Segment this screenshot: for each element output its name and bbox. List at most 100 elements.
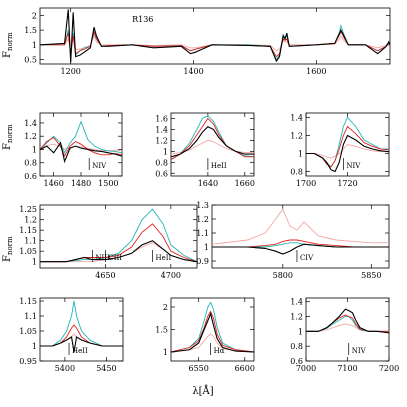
- x-tick-label: 7100: [337, 364, 357, 373]
- y-tick-label: 1.4: [290, 298, 303, 307]
- y-tick-label: 1.2: [24, 216, 37, 225]
- series-line-red: [171, 310, 254, 353]
- line-annotation: CIII: [108, 254, 122, 262]
- series-line-pink: [171, 333, 254, 353]
- y-tick-label: 0.8: [290, 168, 303, 177]
- y-tick-label: 0.6: [155, 169, 168, 178]
- x-tick-label: 5400: [55, 364, 75, 373]
- x-tick-label: 1700: [296, 179, 316, 188]
- y-tick-label: 0.5: [24, 56, 37, 65]
- panel-civ5808: 5800 5850 0.9 1 1.1 1.2 1.3 CIV: [196, 201, 390, 280]
- panel-heii1640: 1640 1660 0.6 0.8 1 1.2 1.4 1.6 HeII: [155, 112, 255, 188]
- y-tick-label: 1.15: [19, 297, 37, 306]
- y-tick-label: 1.25: [19, 205, 37, 214]
- y-tick-label: 1.4: [155, 125, 168, 134]
- x-tick-label: 1720: [337, 179, 357, 188]
- y-tick-label: 1.6: [155, 114, 168, 123]
- y-tick-label: 0.8: [155, 158, 168, 167]
- series-line-cyan: [171, 301, 254, 353]
- figure-ylabel-row1: Fnorm: [2, 32, 14, 58]
- y-tick-label: 1: [163, 147, 168, 156]
- y-tick-label: 1: [32, 41, 37, 50]
- y-tick-label: 1: [298, 327, 303, 336]
- plot-frame: [170, 112, 255, 177]
- series-line-red: [40, 136, 122, 158]
- series-line-black: [212, 243, 389, 255]
- series-line-cyan: [212, 242, 389, 248]
- y-tick-label: 1.4: [24, 119, 37, 128]
- x-tick-label: 7200: [379, 364, 399, 373]
- series-line-pink: [306, 323, 389, 332]
- series-line-cyan: [40, 23, 390, 61]
- y-tick-label: 1.2: [196, 215, 209, 224]
- panel-uv: 1200 1400 1600 0.5 1 1.5 2 R136: [24, 7, 391, 76]
- series-line-black: [171, 126, 254, 158]
- x-tick-label: 1640: [198, 179, 218, 188]
- y-tick-label: 1.5: [24, 26, 37, 35]
- y-tick-label: 2: [163, 303, 168, 312]
- series-line-cyan: [306, 316, 389, 332]
- series-line-black: [40, 141, 122, 164]
- x-tick-label: 1500: [98, 179, 118, 188]
- plot-frame: [305, 297, 390, 362]
- y-tick-label: 1.05: [19, 247, 37, 256]
- figure-ylabel-row3: Fnorm: [2, 236, 14, 262]
- series-line-red: [306, 314, 389, 332]
- series-line-black: [40, 336, 123, 353]
- x-tick-label: 6600: [235, 364, 255, 373]
- y-tick-label: 1.5: [155, 326, 168, 335]
- x-tick-label: 1660: [235, 179, 255, 188]
- figure-xlabel: λ[Å]: [192, 385, 213, 397]
- x-tick-label: 1460: [43, 179, 63, 188]
- series-line-cyan: [40, 120, 122, 154]
- y-tick-label: 1.15: [19, 226, 37, 235]
- y-tick-label: 1.1: [196, 229, 209, 238]
- line-annotation: NIV: [346, 162, 361, 170]
- x-tick-label: 4700: [161, 271, 181, 280]
- y-tick-label: 1.4: [290, 114, 303, 123]
- series-line-red: [40, 324, 123, 347]
- x-tick-label: 1600: [306, 67, 326, 76]
- series-line-black: [306, 308, 389, 334]
- y-tick-label: 1.1: [24, 312, 37, 321]
- x-tick-label: 7000: [296, 364, 316, 373]
- y-tick-label: 1: [32, 342, 37, 351]
- series-line-cyan: [40, 300, 123, 347]
- plot-frame: [39, 297, 124, 362]
- y-tick-label: 1: [32, 258, 37, 267]
- y-tick-label: 1.3: [196, 201, 209, 210]
- x-tick-label: 6550: [188, 364, 208, 373]
- y-tick-label: 0.8: [24, 159, 37, 168]
- y-tick-label: 1.05: [19, 327, 37, 336]
- series-line-black: [171, 311, 254, 353]
- y-tick-label: 1: [298, 150, 303, 159]
- series-line-cyan: [306, 116, 389, 168]
- series-line-black: [40, 240, 197, 263]
- line-annotation: NIII: [95, 254, 110, 262]
- y-tick-label: 0.6: [24, 172, 37, 181]
- line-annotation: NIV: [92, 162, 107, 170]
- panel-label: R136: [132, 15, 153, 24]
- x-tick-label: 5800: [273, 271, 293, 280]
- panel-niv1718: 1700 1720 0.8 1 1.2 1.4 NIV: [290, 112, 390, 188]
- x-tick-label: 5450: [96, 364, 116, 373]
- panel-heii5411: 5400 5450 0.95 1 1.05 1.1 1.15 HeII: [19, 297, 124, 373]
- line-annotation: HeII: [156, 254, 172, 262]
- x-tick-label: 5850: [361, 271, 381, 280]
- line-annotation: Hα: [214, 347, 225, 355]
- series-line-black: [40, 9, 390, 63]
- y-tick-label: 0.8: [290, 342, 303, 351]
- series-line-cyan: [40, 208, 197, 263]
- y-tick-label: 1: [32, 145, 37, 154]
- panel-niv1486: 1460 1480 1500 0.6 0.8 1 1.2 1.4 NIV: [24, 112, 123, 188]
- panel-halpha: 6550 6600 1 1.5 2 Hα: [155, 297, 255, 373]
- y-tick-label: 1.2: [290, 313, 303, 322]
- x-tick-label: 1200: [61, 67, 81, 76]
- y-tick-label: 1: [163, 348, 168, 357]
- y-tick-label: 0.95: [19, 357, 37, 366]
- series-line-pink: [40, 143, 122, 152]
- x-tick-label: 4650: [95, 271, 115, 280]
- y-tick-label: 2: [32, 11, 37, 20]
